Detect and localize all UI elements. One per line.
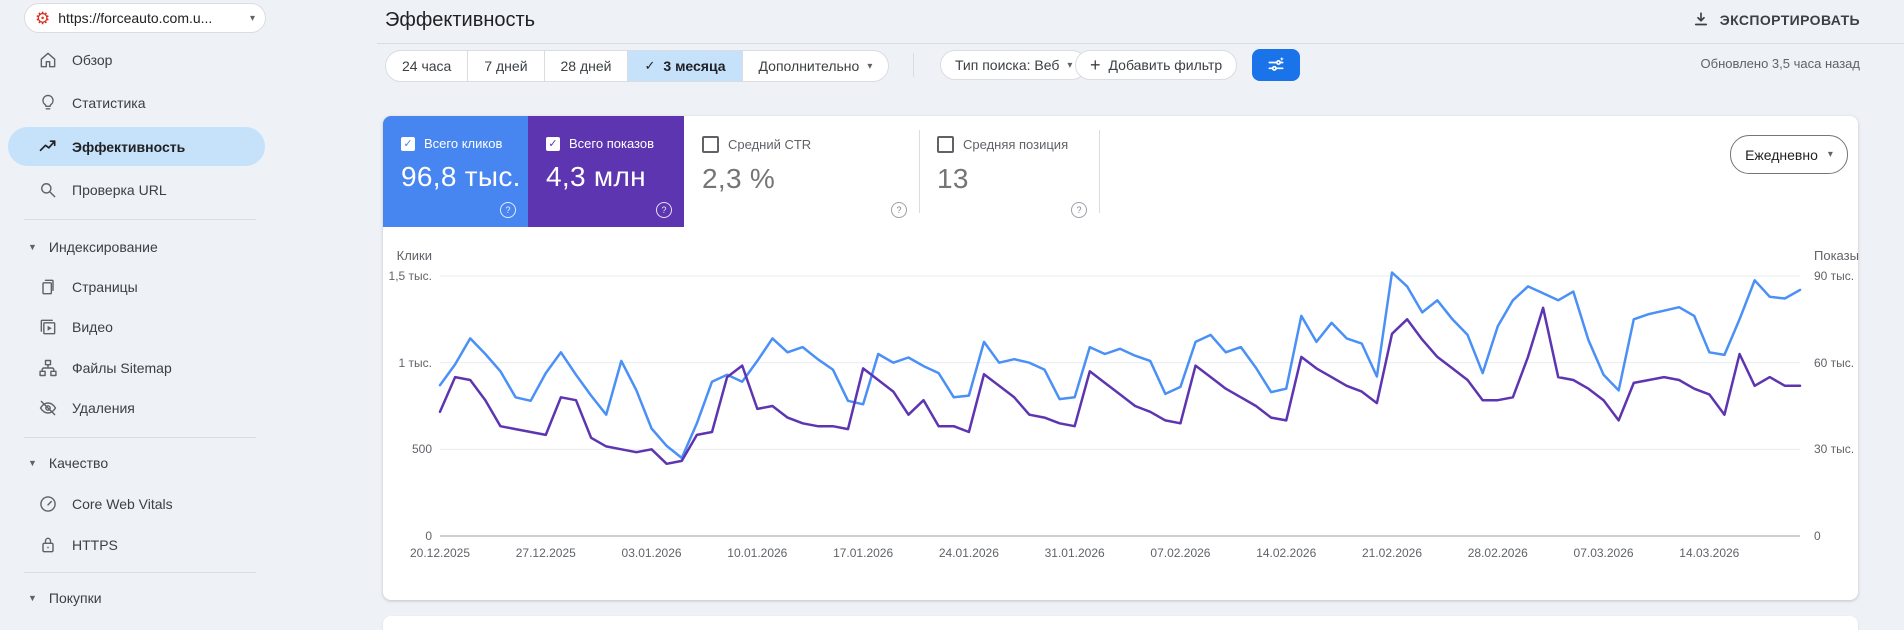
checkbox-checked-icon[interactable]: ✓ (546, 136, 560, 151)
chevron-down-icon: ▼ (28, 458, 37, 468)
sidebar-section-quality[interactable]: ▼ Качество (0, 443, 300, 483)
date-range-control: 24 часа 7 дней 28 дней ✓ 3 месяца Дополн… (385, 50, 890, 82)
metric-value-impressions: 4,3 млн (546, 161, 646, 192)
checkbox-checked-icon[interactable]: ✓ (401, 136, 415, 151)
sidebar-section-indexing[interactable]: ▼ Индексирование (0, 227, 300, 267)
sidebar-section-label: Покупки (48, 590, 102, 606)
help-icon[interactable]: ? (500, 202, 516, 218)
range-3m-selected[interactable]: ✓ 3 месяца (628, 51, 743, 81)
sidebar-item-label: Файлы Sitemap (72, 360, 172, 376)
granularity-dropdown[interactable]: Ежедневно ▾ (1730, 135, 1848, 174)
range-28d[interactable]: 28 дней (545, 51, 629, 81)
metric-divider (1099, 130, 1100, 213)
sidebar-divider (24, 437, 256, 438)
sidebar-item-insights[interactable]: Статистика (0, 83, 300, 123)
chevron-down-icon: ▾ (1827, 149, 1833, 160)
filter-sparkle-button[interactable] (1252, 49, 1300, 81)
home-icon (38, 50, 58, 70)
sidebar-divider (24, 572, 256, 573)
metric-value-ctr: 2,3 % (702, 163, 776, 194)
sidebar-item-label: Видео (72, 319, 113, 335)
next-panel-edge (383, 616, 1858, 630)
chevron-down-icon: ▾ (249, 12, 255, 24)
sidebar-section-shopping[interactable]: ▼ Покупки (0, 578, 300, 618)
updated-status: Обновлено 3,5 часа назад (1700, 56, 1860, 71)
metric-card-position[interactable]: Средняя позиция 13 ? (919, 116, 1099, 227)
download-icon (1694, 12, 1707, 26)
help-icon[interactable]: ? (1071, 202, 1087, 218)
metric-card-clicks[interactable]: ✓ Всего кликов 96,8 тыс. ? (383, 116, 528, 227)
sidebar-item-url-inspection[interactable]: Проверка URL (0, 170, 300, 210)
pages-icon (38, 277, 58, 297)
sidebar-item-pages[interactable]: Страницы (0, 267, 300, 307)
metric-divider (919, 130, 920, 213)
site-favicon-icon: ⚙ (35, 8, 51, 28)
gauge-icon (38, 494, 58, 514)
eye-off-icon (38, 398, 58, 418)
sidebar-item-label: Обзор (72, 52, 113, 68)
page-title: Эффективность (385, 9, 536, 31)
sitemap-icon (38, 358, 58, 378)
range-24h[interactable]: 24 часа (386, 51, 469, 81)
performance-panel: ✓ Всего кликов 96,8 тыс. ? ✓ Всего показ… (383, 116, 1858, 600)
property-url: https://forceauto.com.u... (58, 10, 213, 26)
export-button[interactable]: ЭКСПОРТИРОВАТЬ (1692, 11, 1860, 29)
range-more[interactable]: Дополнительно ▾ (758, 58, 873, 74)
sidebar-item-https[interactable]: HTTPS (0, 525, 300, 565)
lock-icon (38, 535, 58, 555)
metric-value-clicks: 96,8 тыс. (401, 161, 521, 192)
toolbar-separator (913, 53, 914, 77)
chevron-down-icon: ▼ (28, 593, 37, 603)
sidebar-item-core-web-vitals[interactable]: Core Web Vitals (0, 484, 300, 524)
sidebar-item-video[interactable]: Видео (0, 307, 300, 347)
sidebar-item-label: HTTPS (72, 537, 118, 553)
add-filter-button[interactable]: + Добавить фильтр (1075, 50, 1238, 80)
video-icon (38, 317, 58, 337)
sidebar-item-label: Удаления (72, 400, 135, 416)
help-icon[interactable]: ? (891, 202, 907, 218)
check-icon: ✓ (644, 58, 656, 73)
tune-sparkle-icon (1268, 56, 1284, 71)
chevron-down-icon: ▾ (867, 60, 873, 72)
sidebar-divider (24, 219, 256, 220)
checkbox-unchecked-icon[interactable] (702, 136, 719, 153)
chevron-down-icon: ▼ (28, 242, 37, 252)
checkbox-unchecked-icon[interactable] (937, 136, 954, 153)
sidebar-item-label: Проверка URL (72, 182, 167, 198)
search-icon (38, 180, 58, 200)
sidebar-section-label: Индексирование (48, 239, 158, 255)
chevron-down-icon: ▾ (1067, 59, 1073, 71)
trending-icon (38, 137, 58, 157)
header-divider (377, 43, 1904, 44)
metric-card-impressions[interactable]: ✓ Всего показов 4,3 млн ? (528, 116, 684, 227)
sidebar-item-label: Статистика (72, 95, 146, 111)
plus-icon: + (1090, 55, 1101, 75)
sidebar-item-label: Эффективность (72, 138, 186, 155)
property-selector[interactable]: ⚙ https://forceauto.com.u... ▾ (24, 3, 266, 33)
sidebar-item-label: Страницы (72, 279, 138, 295)
metric-card-ctr[interactable]: Средний CTR 2,3 % ? (684, 116, 919, 227)
range-7d[interactable]: 7 дней (468, 51, 545, 81)
sidebar-item-sitemaps[interactable]: Файлы Sitemap (0, 348, 300, 388)
lightbulb-icon (38, 93, 58, 113)
help-icon[interactable]: ? (656, 202, 672, 218)
search-type-filter[interactable]: Тип поиска: Веб ▾ (940, 50, 1088, 80)
sidebar-item-removals[interactable]: Удаления (0, 388, 300, 428)
sidebar-item-label: Core Web Vitals (72, 496, 173, 512)
sidebar-item-overview[interactable]: Обзор (0, 40, 300, 80)
metric-value-position: 13 (937, 163, 969, 194)
sidebar-item-performance[interactable]: Эффективность (8, 127, 265, 166)
sidebar-section-label: Качество (48, 455, 109, 471)
